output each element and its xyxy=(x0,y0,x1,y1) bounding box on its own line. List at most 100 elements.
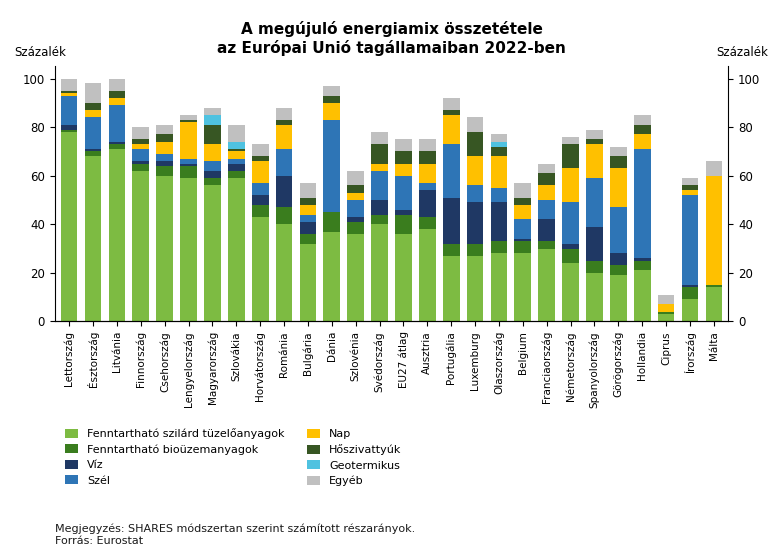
Bar xyxy=(61,96,78,125)
Bar xyxy=(132,127,149,139)
Bar xyxy=(109,105,125,142)
Bar xyxy=(682,288,698,300)
Bar xyxy=(300,222,316,234)
Bar xyxy=(132,171,149,321)
Bar xyxy=(180,158,197,163)
Bar xyxy=(705,176,722,285)
Bar xyxy=(228,163,244,171)
Bar xyxy=(276,176,292,207)
Bar xyxy=(586,273,603,321)
Bar xyxy=(61,91,78,93)
Bar xyxy=(491,202,507,241)
Bar xyxy=(610,253,626,265)
Bar xyxy=(586,260,603,273)
Bar xyxy=(371,214,388,224)
Bar xyxy=(539,173,555,186)
Bar xyxy=(562,144,579,168)
Bar xyxy=(300,205,316,214)
Bar xyxy=(180,166,197,178)
Bar xyxy=(682,300,698,321)
Bar xyxy=(395,214,412,234)
Bar xyxy=(300,214,316,222)
Bar xyxy=(682,178,698,186)
Bar xyxy=(539,219,555,241)
Bar xyxy=(514,253,531,321)
Bar xyxy=(658,311,674,314)
Bar xyxy=(371,171,388,200)
Bar xyxy=(705,285,722,288)
Bar xyxy=(252,144,269,156)
Bar xyxy=(514,198,531,205)
Bar xyxy=(132,139,149,144)
Bar xyxy=(491,188,507,202)
Bar xyxy=(85,149,101,151)
Bar xyxy=(514,205,531,219)
Bar xyxy=(228,158,244,163)
Bar xyxy=(204,107,221,115)
Bar xyxy=(276,224,292,321)
Bar xyxy=(61,125,78,130)
Bar xyxy=(395,176,412,209)
Bar xyxy=(610,168,626,207)
Bar xyxy=(228,151,244,158)
Bar xyxy=(443,256,460,321)
Bar xyxy=(85,117,101,149)
Bar xyxy=(395,139,412,151)
Bar xyxy=(395,234,412,321)
Bar xyxy=(228,171,244,178)
Bar xyxy=(323,96,340,103)
Bar xyxy=(491,135,507,142)
Bar xyxy=(658,295,674,304)
Bar xyxy=(348,186,364,193)
Bar xyxy=(109,144,125,149)
Bar xyxy=(443,198,460,244)
Bar xyxy=(514,241,531,253)
Bar xyxy=(610,275,626,321)
Bar xyxy=(419,229,435,321)
Bar xyxy=(180,122,197,158)
Bar xyxy=(419,139,435,151)
Bar xyxy=(467,186,483,202)
Bar xyxy=(562,137,579,144)
Bar xyxy=(252,195,269,205)
Text: Százalék: Százalék xyxy=(14,46,67,59)
Bar xyxy=(467,156,483,186)
Title: A megújuló energiamix összetétele
az Európai Unió tagállamaiban 2022-ben: A megújuló energiamix összetétele az Eur… xyxy=(217,21,566,55)
Bar xyxy=(491,147,507,156)
Bar xyxy=(348,217,364,222)
Bar xyxy=(371,132,388,144)
Bar xyxy=(85,151,101,156)
Bar xyxy=(491,241,507,253)
Bar xyxy=(348,193,364,200)
Bar xyxy=(85,84,101,103)
Bar xyxy=(276,207,292,224)
Bar xyxy=(157,125,173,135)
Bar xyxy=(682,195,698,285)
Bar xyxy=(348,222,364,234)
Bar xyxy=(634,260,651,270)
Bar xyxy=(539,249,555,321)
Bar xyxy=(109,98,125,105)
Bar xyxy=(610,156,626,168)
Bar xyxy=(658,314,674,321)
Bar xyxy=(252,217,269,321)
Bar xyxy=(610,265,626,275)
Bar xyxy=(491,142,507,147)
Bar xyxy=(61,79,78,91)
Bar xyxy=(85,156,101,321)
Bar xyxy=(586,227,603,260)
Bar xyxy=(276,120,292,125)
Bar xyxy=(109,142,125,144)
Bar xyxy=(348,200,364,217)
Bar xyxy=(562,168,579,202)
Bar xyxy=(491,253,507,321)
Bar xyxy=(371,163,388,171)
Bar xyxy=(539,200,555,219)
Bar xyxy=(323,232,340,321)
Bar xyxy=(204,115,221,125)
Bar xyxy=(443,244,460,256)
Bar xyxy=(419,217,435,229)
Bar xyxy=(180,163,197,166)
Bar xyxy=(634,135,651,149)
Bar xyxy=(228,142,244,149)
